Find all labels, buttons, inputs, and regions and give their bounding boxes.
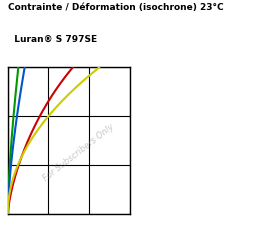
Text: Contrainte / Déformation (isochrone) 23°C: Contrainte / Déformation (isochrone) 23°…: [8, 3, 224, 12]
Text: For Subscribers Only: For Subscribers Only: [41, 122, 116, 183]
Text: Luran® S 797SE: Luran® S 797SE: [8, 35, 97, 44]
